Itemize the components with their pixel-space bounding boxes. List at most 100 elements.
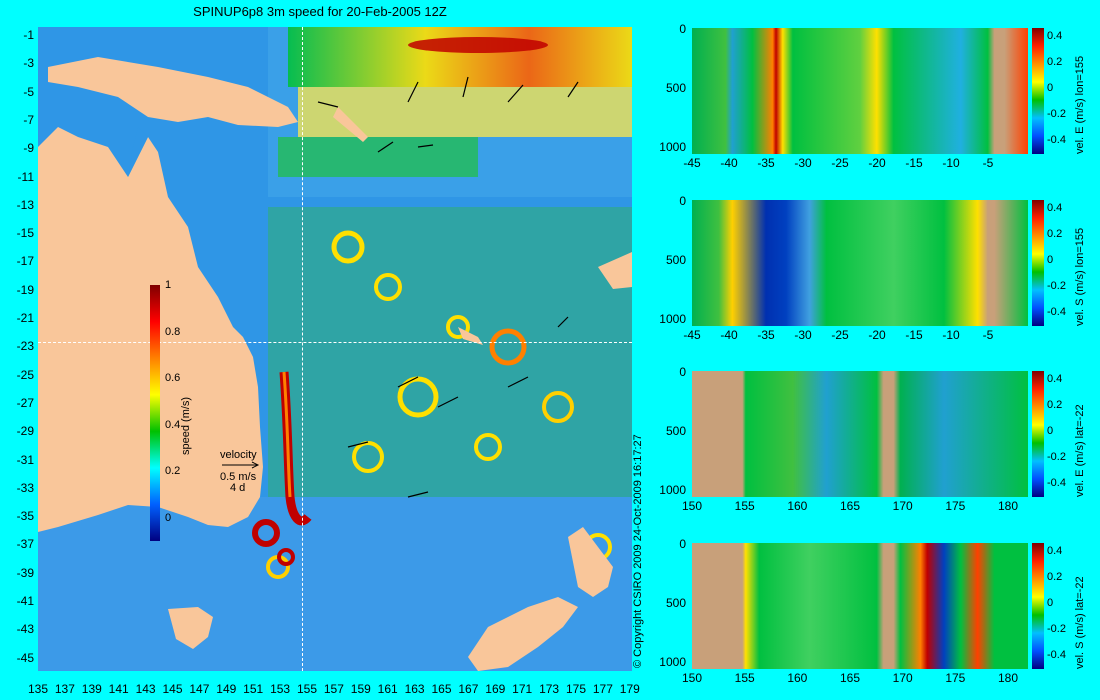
- map-lon-tick: 167: [458, 682, 479, 696]
- map-lat-tick: -41: [16, 594, 34, 608]
- section-colorbar-tick: -0.2: [1047, 623, 1066, 635]
- section-colorbar: [1032, 371, 1044, 497]
- section-x-tick: 150: [681, 671, 703, 685]
- speed-colorbar-label: speed (m/s): [180, 396, 192, 455]
- section-depth-tick: 1000: [659, 655, 686, 669]
- map-lat-tick: -1: [23, 28, 34, 42]
- section-colorbar-tick: 0.2: [1047, 399, 1063, 411]
- map-lat-tick: -43: [16, 622, 34, 637]
- section-depth-tick: 0: [679, 365, 686, 379]
- section-colorbar-tick: -0.4: [1047, 477, 1066, 489]
- velocity-arrows: [317, 76, 579, 498]
- velocity-legend-title: velocity: [220, 449, 257, 461]
- section-x-tick: -10: [942, 156, 960, 170]
- map-lat-tick: -17: [16, 254, 34, 269]
- section-colorbar-tick: -0.4: [1047, 134, 1066, 146]
- section-x-tick: -5: [982, 156, 994, 170]
- section-depth-tick: 1000: [659, 312, 686, 326]
- map-lat-tick: -23: [16, 339, 34, 354]
- section-depth-tick: 0: [679, 537, 686, 551]
- section-colorbar-tick: -0.4: [1047, 306, 1066, 318]
- section-x-tick: 160: [787, 671, 808, 685]
- section-plot-s-lat22: [692, 543, 1028, 669]
- section-colorbar-tick: 0.2: [1047, 228, 1063, 240]
- section-x-tick: -10: [942, 328, 960, 342]
- section-x-tick: -45: [683, 328, 701, 342]
- map-lon-tick: 173: [539, 682, 560, 696]
- section-x-tick: 180: [997, 499, 1019, 513]
- land-new-zealand-north: [568, 527, 613, 597]
- section-label: vel. E (m/s) lon=155: [1074, 55, 1086, 154]
- map-lon-tick: 149: [216, 682, 237, 696]
- section-label: vel. S (m/s) lat=-22: [1074, 576, 1086, 669]
- map-lat-tick: -3: [23, 56, 34, 71]
- section-x-tick: 170: [892, 499, 913, 513]
- map-lon-tick: 147: [189, 682, 210, 696]
- section-colorbar-tick: -0.2: [1047, 280, 1066, 292]
- speed-colorbar-tick: 0.2: [165, 465, 181, 478]
- section-x-tick: 175: [945, 671, 966, 685]
- map-lat-tick: -7: [23, 112, 34, 127]
- map-lat-tick: -27: [16, 395, 34, 410]
- map-lon-tick: 177: [592, 682, 613, 696]
- land-tasmania: [168, 607, 213, 649]
- speed-colorbar-tick: 0.6: [165, 372, 181, 385]
- velocity-legend-scale: 0.5 m/s: [220, 471, 257, 483]
- section-x-tick: 170: [892, 671, 913, 685]
- section-colorbar-tick: -0.4: [1047, 649, 1066, 661]
- section-depth-tick: 500: [665, 424, 686, 438]
- section-x-tick: 175: [945, 499, 966, 513]
- section-depth-tick: 500: [665, 81, 686, 95]
- section-colorbar-tick: -0.2: [1047, 108, 1066, 120]
- section-x-tick: 150: [681, 499, 703, 513]
- section-depth-tick: 500: [665, 253, 686, 267]
- crosshair-lat-22: [38, 342, 632, 343]
- speed-colorbar: [150, 285, 160, 541]
- speed-colorbar-tick: 0: [165, 511, 172, 524]
- section-colorbar-tick: 0: [1047, 425, 1054, 437]
- speed-map: 1 0.8 0.6 0.4 0.2 0 speed (m/s) velocity 0.5 …: [38, 27, 632, 671]
- figure-title: SPINUP6p8 3m speed for 20-Feb-2005 12Z: [193, 4, 447, 19]
- section-plot-e-lat22: [692, 371, 1028, 497]
- section-colorbar-tick: 0.4: [1047, 202, 1063, 214]
- section-x-tick: -40: [720, 328, 738, 342]
- section-depth-tick: 500: [665, 596, 686, 610]
- section-x-tick: -25: [831, 156, 849, 170]
- section-colorbar-tick: 0.4: [1047, 545, 1063, 557]
- map-lon-tick: 169: [485, 682, 506, 696]
- section-x-tick: 160: [787, 499, 808, 513]
- map-lon-tick: 143: [135, 682, 156, 696]
- map-lon-tick: 151: [243, 682, 264, 696]
- speed-colorbar-tick: 0.8: [165, 325, 181, 338]
- map-lat-tick: -11: [17, 169, 34, 184]
- section-x-tick: 180: [997, 671, 1019, 685]
- map-lat-tick: -29: [16, 424, 34, 439]
- section-label: vel. E (m/s) lat=-22: [1074, 404, 1086, 497]
- section-x-tick: 165: [839, 499, 861, 513]
- map-lon-tick: 161: [377, 682, 398, 696]
- section-colorbar-tick: 0.2: [1047, 56, 1063, 68]
- equatorial-current: [288, 27, 632, 87]
- section-colorbar-tick: 0.2: [1047, 571, 1063, 583]
- map-lat-tick: -33: [16, 480, 34, 495]
- map-lon-tick: 157: [323, 682, 344, 696]
- section-depth-tick: 1000: [659, 483, 686, 497]
- section-colorbar-tick: 0: [1047, 82, 1054, 94]
- map-lat-tick: -35: [16, 509, 34, 524]
- section-x-tick: -25: [831, 328, 849, 342]
- map-lat-tick: -39: [16, 565, 34, 580]
- map-lat-tick: -31: [16, 452, 34, 467]
- section-x-tick: -30: [794, 328, 812, 342]
- map-lon-tick: 175: [565, 682, 587, 696]
- section-depth-tick: 0: [679, 22, 686, 36]
- copyright-notice: © Copyright CSIRO 2009 24-Oct-2009 16:17…: [632, 434, 644, 668]
- map-lat-tick: -13: [16, 197, 34, 212]
- section-x-tick: 165: [839, 671, 861, 685]
- map-lon-tick: 155: [296, 682, 318, 696]
- section-colorbar: [1032, 28, 1044, 154]
- speed-colorbar-tick: 0.4: [165, 418, 181, 431]
- section-depth-tick: 0: [679, 194, 686, 208]
- land-new-zealand-south: [468, 597, 578, 671]
- section-x-tick: -5: [982, 328, 994, 342]
- map-lon-tick: 159: [350, 682, 371, 696]
